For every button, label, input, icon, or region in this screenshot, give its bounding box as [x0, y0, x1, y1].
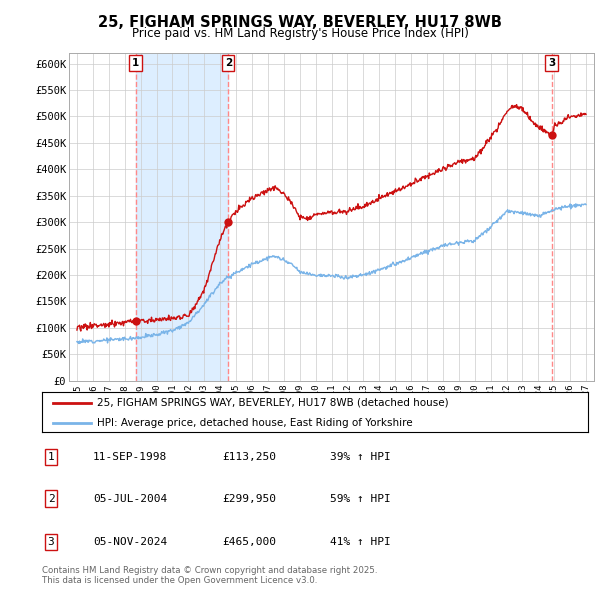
Text: 3: 3 — [548, 58, 556, 68]
Text: 39% ↑ HPI: 39% ↑ HPI — [330, 453, 391, 462]
Text: 3: 3 — [47, 537, 55, 546]
Text: 05-NOV-2024: 05-NOV-2024 — [93, 537, 167, 546]
Text: 2: 2 — [224, 58, 232, 68]
Text: Contains HM Land Registry data © Crown copyright and database right 2025.
This d: Contains HM Land Registry data © Crown c… — [42, 566, 377, 585]
Text: 41% ↑ HPI: 41% ↑ HPI — [330, 537, 391, 546]
Text: 2: 2 — [47, 494, 55, 503]
Text: 59% ↑ HPI: 59% ↑ HPI — [330, 494, 391, 503]
Text: 1: 1 — [132, 58, 139, 68]
Text: 25, FIGHAM SPRINGS WAY, BEVERLEY, HU17 8WB: 25, FIGHAM SPRINGS WAY, BEVERLEY, HU17 8… — [98, 15, 502, 30]
Text: 05-JUL-2004: 05-JUL-2004 — [93, 494, 167, 503]
Text: 25, FIGHAM SPRINGS WAY, BEVERLEY, HU17 8WB (detached house): 25, FIGHAM SPRINGS WAY, BEVERLEY, HU17 8… — [97, 398, 448, 408]
Text: £299,950: £299,950 — [222, 494, 276, 503]
Text: Price paid vs. HM Land Registry's House Price Index (HPI): Price paid vs. HM Land Registry's House … — [131, 27, 469, 40]
Text: £113,250: £113,250 — [222, 453, 276, 462]
Bar — [136, 53, 228, 381]
Text: HPI: Average price, detached house, East Riding of Yorkshire: HPI: Average price, detached house, East… — [97, 418, 412, 428]
Text: 11-SEP-1998: 11-SEP-1998 — [93, 453, 167, 462]
Text: 1: 1 — [47, 453, 55, 462]
Text: £465,000: £465,000 — [222, 537, 276, 546]
